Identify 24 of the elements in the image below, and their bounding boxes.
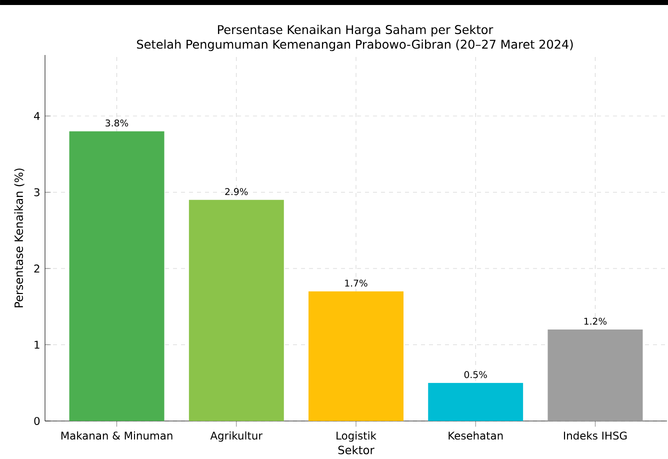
bar: [69, 131, 164, 421]
y-tick-label: 0: [34, 416, 40, 426]
y-tick-label: 4: [34, 112, 40, 120]
bar: [308, 291, 404, 421]
bar: [548, 329, 643, 421]
x-tick-label: Makanan & Minuman: [61, 431, 172, 440]
y-tick-label: 2: [34, 264, 40, 272]
chart-title: Persentase Kenaikan Harga Saham per Sektor: [218, 24, 494, 36]
bar: [188, 200, 284, 421]
chart-subtitle: Setelah Pengumuman Kemenangan Prabowo-Gibran (20–27 Maret 2024): [137, 40, 573, 52]
data-label: 1.2%: [584, 318, 607, 325]
y-tick-label: 3: [34, 188, 40, 196]
x-axis-title: Sektor: [338, 446, 374, 454]
data-label: 1.7%: [345, 280, 368, 287]
data-label: 3.8%: [106, 119, 128, 127]
x-tick-label: Logistik: [336, 431, 376, 442]
y-axis-title: Persentase Kenaikan (%): [14, 168, 24, 308]
y-tick-label: 1: [34, 340, 40, 349]
x-tick-label: Indeks IHSG: [564, 431, 627, 440]
bar: [428, 382, 524, 421]
data-label: 2.9%: [225, 188, 248, 196]
x-tick-label: Kesehatan: [448, 431, 503, 440]
data-label: 0.5%: [464, 371, 487, 378]
x-tick-label: Agrikultur: [210, 431, 263, 442]
